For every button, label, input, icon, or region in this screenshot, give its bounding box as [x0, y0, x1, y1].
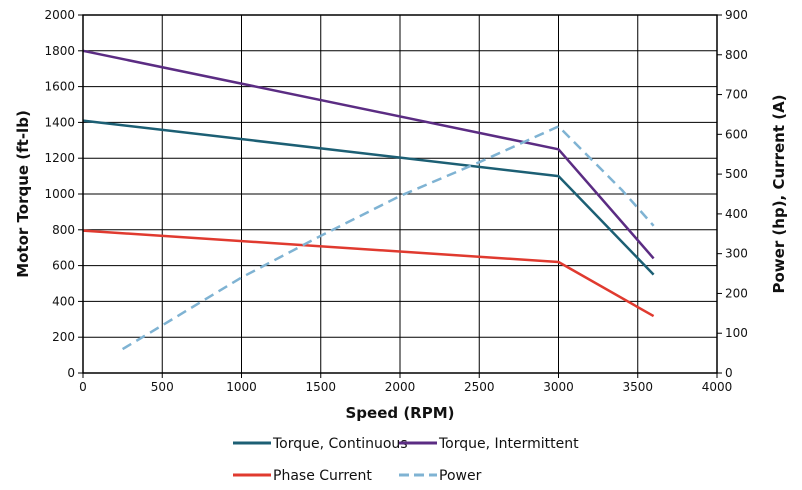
y-left-tick-label: 200 [52, 330, 75, 344]
y-right-tick-label: 400 [725, 207, 748, 221]
x-tick-label: 1000 [226, 380, 257, 394]
series-line-phase-current [82, 229, 655, 318]
y-left-tick-label: 1600 [44, 80, 75, 94]
y-right-tick-label: 0 [725, 366, 733, 380]
y-axis-left-title: Motor Torque (ft-lb) [14, 110, 32, 278]
y-right-tick-label: 300 [725, 247, 748, 261]
legend: Torque, Continuous Torque, Intermittent Ph… [233, 436, 579, 484]
series-layer [82, 49, 655, 351]
y-right-tick-label: 700 [725, 88, 748, 102]
x-tick-label: 2000 [385, 380, 416, 394]
series-line-torque-continuous [82, 119, 655, 276]
y-left-tick-label: 400 [52, 294, 75, 308]
legend-label: Torque, Intermittent [438, 436, 579, 452]
y-left-tick-label: 1200 [44, 151, 75, 165]
x-tick-label: 1500 [305, 380, 336, 394]
y-right-tick-label: 200 [725, 286, 748, 300]
legend-item-torque-continuous: Torque, Continuous [233, 436, 408, 452]
y-left-tick-label: 0 [67, 366, 75, 380]
y-left-tick-label: 2000 [44, 8, 75, 22]
y-right-tick-label: 500 [725, 167, 748, 181]
y-right-tick-label: 900 [725, 8, 748, 22]
x-tick-label: 2500 [464, 380, 495, 394]
legend-item-phase-current: Phase Current [233, 468, 372, 484]
y-right-tick-label: 600 [725, 127, 748, 141]
y-left-tick-label: 1400 [44, 115, 75, 129]
y-right-tick-label: 100 [725, 326, 748, 340]
y-left-tick-label: 600 [52, 259, 75, 273]
x-tick-label: 0 [79, 380, 87, 394]
y-right-tick-label: 800 [725, 48, 748, 62]
grid [83, 15, 717, 373]
x-tick-label: 500 [151, 380, 174, 394]
series-line-torque-intermittent [82, 49, 655, 260]
legend-label: Phase Current [273, 468, 372, 484]
legend-item-torque-intermittent: Torque, Intermittent [399, 436, 579, 452]
ticks: 0 500 1000 1500 2000 2500 3000 3500 400002004006… [44, 8, 747, 394]
x-axis-title: Speed (RPM) [345, 404, 454, 422]
y-left-tick-label: 1000 [44, 187, 75, 201]
legend-label: Torque, Continuous [272, 436, 408, 452]
x-tick-label: 3000 [543, 380, 574, 394]
x-tick-label: 3500 [622, 380, 653, 394]
legend-item-power: Power [399, 468, 482, 484]
y-left-tick-label: 1800 [44, 44, 75, 58]
series-line-power [121, 125, 655, 351]
legend-label: Power [439, 468, 482, 484]
y-left-tick-label: 800 [52, 223, 75, 237]
x-tick-label: 4000 [702, 380, 733, 394]
y-axis-right-title: Power (hp), Current (A) [770, 94, 788, 293]
